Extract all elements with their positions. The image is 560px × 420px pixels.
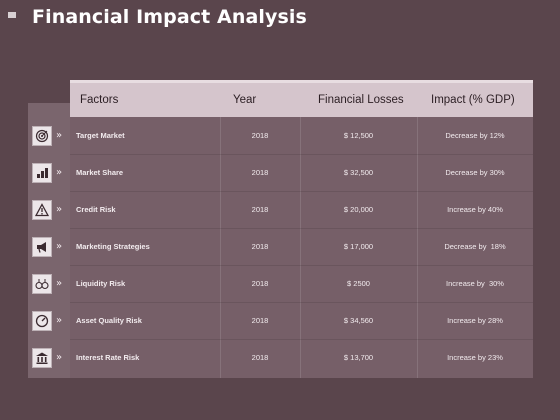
table-row: Market Share 2018 $ 32,500 Decrease by 3… — [70, 154, 533, 191]
column-divider — [300, 117, 301, 378]
table-row: Marketing Strategies 2018 $ 17,000 Decre… — [70, 228, 533, 265]
header-financial-losses: Financial Losses — [318, 94, 404, 106]
row-divider — [70, 339, 533, 340]
year-cell: 2018 — [251, 131, 269, 140]
losses-cell: $ 32,500 — [343, 168, 374, 177]
corner-decoration — [8, 12, 16, 18]
chevron-right-icon: » — [56, 352, 63, 363]
losses-cell: $ 13,700 — [343, 353, 374, 362]
impact-cell: Decrease by 30% — [445, 168, 505, 177]
chevron-right-icon: » — [56, 241, 63, 252]
year-cell: 2018 — [251, 168, 269, 177]
header-accent-bar — [70, 80, 533, 83]
losses-cell: $ 17,000 — [343, 242, 374, 251]
year-cell: 2018 — [251, 316, 269, 325]
chevron-right-icon: » — [56, 315, 63, 326]
impact-cell: Increase by 40% — [447, 205, 503, 214]
year-cell: 2018 — [251, 353, 269, 362]
bank-icon — [32, 347, 52, 368]
impact-cell: Decrease by 12% — [445, 131, 505, 140]
factor-cell: Market Share — [76, 168, 124, 177]
factor-cell: Target Market — [76, 131, 125, 140]
warning-icon — [32, 199, 52, 220]
losses-cell: $ 2500 — [347, 279, 370, 288]
table-row: Interest Rate Risk 2018 $ 13,700 Increas… — [70, 339, 533, 376]
year-cell: 2018 — [251, 279, 269, 288]
table-header-row: Factors Year Financial Losses Impact (% … — [70, 83, 533, 117]
row-divider — [70, 191, 533, 192]
impact-cell: Increase by 23% — [447, 353, 503, 362]
chevron-right-icon: » — [56, 130, 63, 141]
year-cell: 2018 — [251, 205, 269, 214]
table-row: Liquidity Risk 2018 $ 2500 Increase by 3… — [70, 265, 533, 302]
header-factors: Factors — [80, 94, 119, 106]
year-cell: 2018 — [251, 242, 269, 251]
chevron-right-icon: » — [56, 204, 63, 215]
factor-cell: Interest Rate Risk — [76, 353, 140, 362]
impact-cell: Increase by 28% — [447, 316, 503, 325]
row-divider — [70, 228, 533, 229]
financial-impact-table: Factors Year Financial Losses Impact (% … — [28, 80, 533, 378]
row-divider — [70, 302, 533, 303]
column-divider — [417, 117, 418, 378]
gauge-icon — [32, 310, 52, 331]
icon-row: » — [28, 117, 70, 154]
factor-cell: Asset Quality Risk — [76, 316, 142, 325]
losses-cell: $ 34,560 — [343, 316, 374, 325]
impact-cell: Decrease by 18% — [444, 242, 506, 251]
icon-row: » — [28, 228, 70, 265]
losses-cell: $ 20,000 — [343, 205, 374, 214]
target-icon — [32, 125, 52, 146]
icon-row: » — [28, 302, 70, 339]
table-row: Asset Quality Risk 2018 $ 34,560 Increas… — [70, 302, 533, 339]
table-body: Target Market 2018 $ 12,500 Decrease by … — [70, 117, 533, 378]
megaphone-icon — [32, 236, 52, 257]
chevron-right-icon: » — [56, 167, 63, 178]
row-divider — [70, 154, 533, 155]
column-divider — [220, 117, 221, 378]
market-share-icon — [32, 162, 52, 183]
money-bags-icon — [32, 273, 52, 294]
factor-cell: Credit Risk — [76, 205, 116, 214]
icon-row: » — [28, 265, 70, 302]
page-title: Financial Impact Analysis — [32, 6, 307, 28]
icon-row: » — [28, 154, 70, 191]
losses-cell: $ 12,500 — [343, 131, 374, 140]
factor-cell: Marketing Strategies — [76, 242, 150, 251]
row-divider — [70, 265, 533, 266]
header-impact: Impact (% GDP) — [431, 94, 515, 106]
table-row: Target Market 2018 $ 12,500 Decrease by … — [70, 117, 533, 154]
table-row: Credit Risk 2018 $ 20,000 Increase by 40… — [70, 191, 533, 228]
icon-column: » » » » » — [28, 103, 70, 378]
icon-row: » — [28, 191, 70, 228]
header-year: Year — [233, 94, 257, 106]
chevron-right-icon: » — [56, 278, 63, 289]
factor-cell: Liquidity Risk — [76, 279, 126, 288]
icon-row: » — [28, 339, 70, 376]
impact-cell: Increase by 30% — [446, 279, 504, 288]
